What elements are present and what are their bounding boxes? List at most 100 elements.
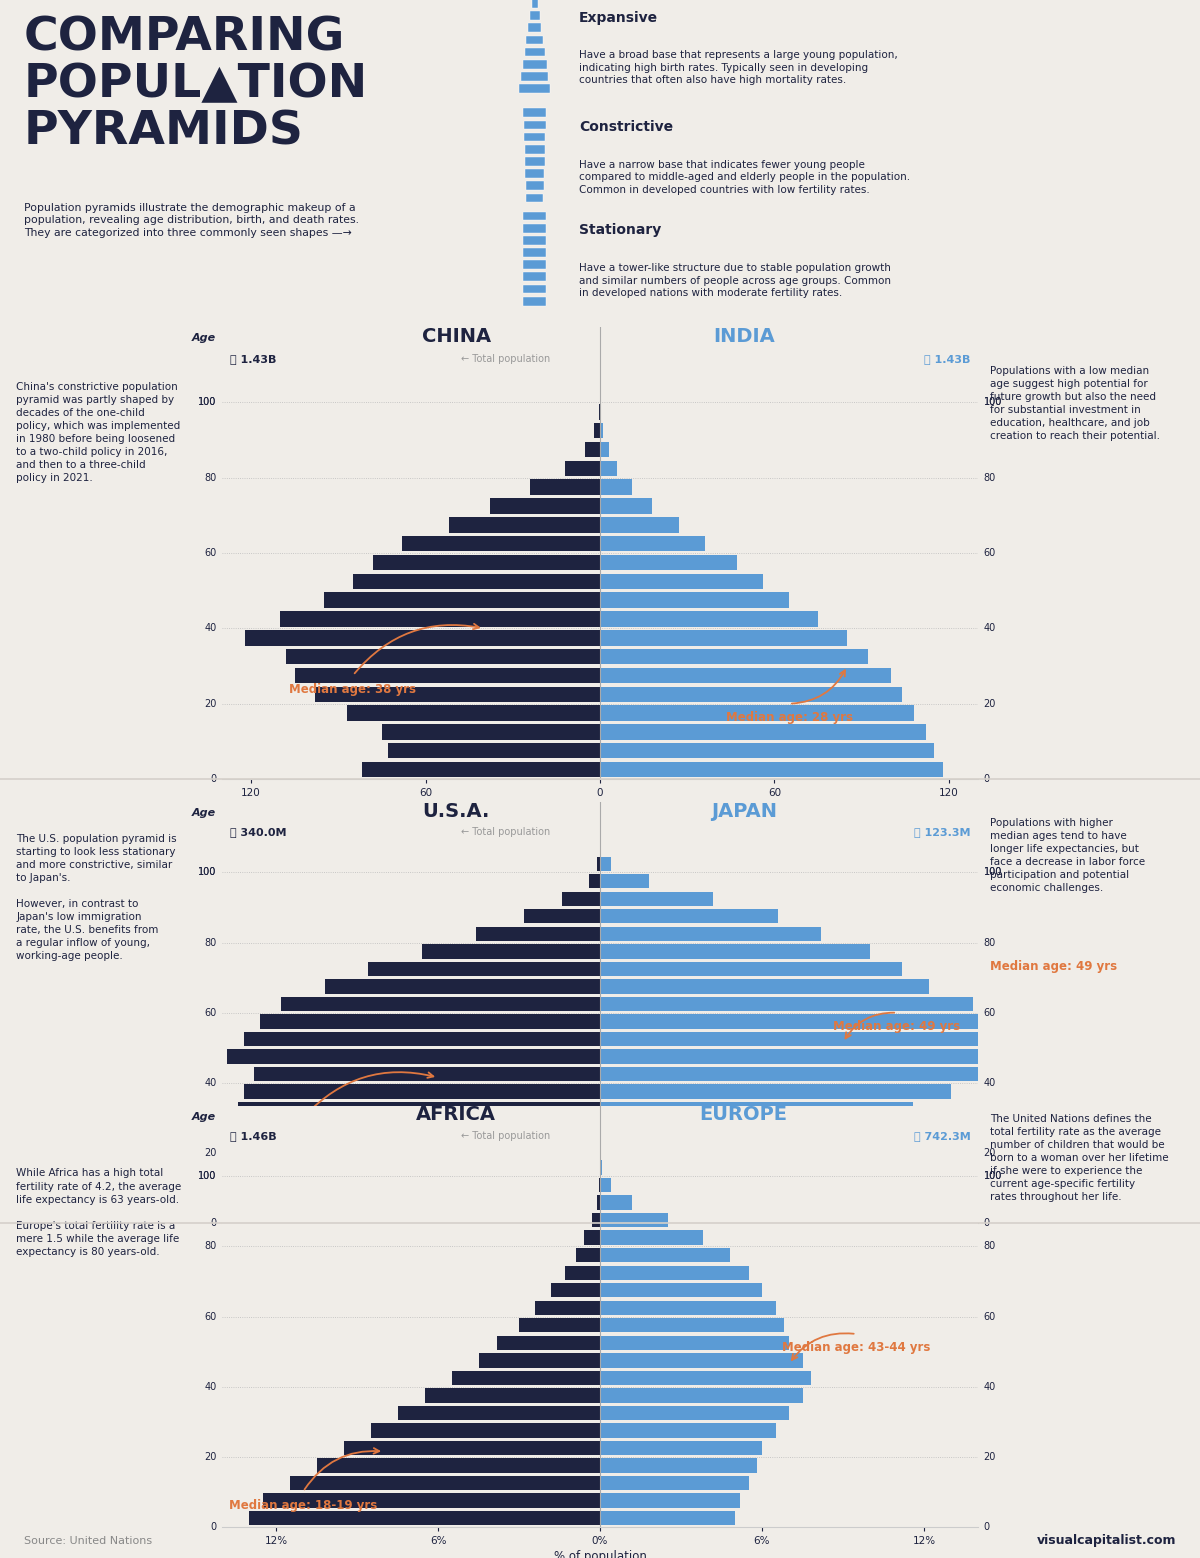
FancyBboxPatch shape <box>524 145 545 154</box>
Text: 100: 100 <box>198 1172 216 1181</box>
Text: Age: Age <box>192 809 216 818</box>
Bar <box>600 1388 803 1402</box>
Text: Populations with higher
median ages tend to have
longer life expectancies, but
f: Populations with higher median ages tend… <box>990 818 1145 893</box>
Bar <box>600 891 713 905</box>
Text: ⓘ 1.46B: ⓘ 1.46B <box>229 1131 276 1140</box>
Bar <box>600 480 632 495</box>
Bar <box>295 668 600 682</box>
Bar <box>600 1014 1010 1028</box>
Text: Populations with a low median
age suggest high potential for
future growth but a: Populations with a low median age sugges… <box>990 366 1160 441</box>
FancyBboxPatch shape <box>523 248 546 257</box>
Text: Median age: 49 yrs: Median age: 49 yrs <box>990 960 1117 972</box>
Text: 20: 20 <box>204 1452 216 1461</box>
Bar <box>600 1161 602 1175</box>
Text: 0: 0 <box>210 1522 216 1532</box>
Bar <box>254 1067 600 1081</box>
Text: INDIA: INDIA <box>713 327 774 346</box>
Text: Expansive: Expansive <box>580 11 659 25</box>
Text: While Africa has a high total
fertility rate of 4.2, the average
life expectancy: While Africa has a high total fertility … <box>17 1168 181 1257</box>
Text: 0: 0 <box>210 774 216 784</box>
Bar <box>373 555 600 570</box>
Text: 40: 40 <box>984 623 996 634</box>
Text: 100: 100 <box>198 1172 216 1181</box>
Text: 60: 60 <box>984 548 996 558</box>
Text: U.S.A.: U.S.A. <box>422 802 490 821</box>
Bar <box>600 1190 805 1204</box>
Bar <box>535 1301 600 1315</box>
Text: 20: 20 <box>984 1452 996 1461</box>
Bar <box>600 424 602 438</box>
Bar <box>361 762 600 777</box>
Bar <box>565 1265 600 1279</box>
Text: Median age: 38 yrs: Median age: 38 yrs <box>289 682 416 696</box>
Bar <box>382 724 600 740</box>
Bar <box>449 517 600 533</box>
FancyBboxPatch shape <box>521 72 548 81</box>
Text: Median age: 43-44 yrs: Median age: 43-44 yrs <box>782 1341 931 1354</box>
Bar <box>402 536 600 552</box>
Bar <box>600 1371 811 1385</box>
Text: 0: 0 <box>984 1218 990 1228</box>
Bar <box>233 1120 600 1134</box>
Bar <box>592 1214 600 1228</box>
Text: ← Total population: ← Total population <box>461 354 550 365</box>
Bar <box>324 592 600 608</box>
FancyBboxPatch shape <box>526 181 544 190</box>
Bar <box>600 1405 790 1419</box>
Text: CHINA: CHINA <box>421 327 491 346</box>
Text: 80: 80 <box>984 472 996 483</box>
FancyBboxPatch shape <box>523 260 546 270</box>
Text: ⓘ 742.3M: ⓘ 742.3M <box>913 1131 971 1140</box>
Bar <box>451 1371 600 1385</box>
FancyBboxPatch shape <box>526 170 544 178</box>
Text: 80: 80 <box>204 938 216 947</box>
Bar <box>600 629 847 645</box>
Bar <box>600 668 890 682</box>
Bar <box>589 874 600 888</box>
Bar <box>600 1354 803 1368</box>
Text: 60: 60 <box>984 1312 996 1321</box>
Bar <box>600 927 821 941</box>
Text: 100: 100 <box>198 868 216 877</box>
Bar <box>600 874 649 888</box>
FancyBboxPatch shape <box>528 23 541 33</box>
Bar <box>583 1231 600 1245</box>
X-axis label: % of population: % of population <box>553 1550 647 1558</box>
Text: 60: 60 <box>204 1008 216 1017</box>
FancyBboxPatch shape <box>523 237 546 245</box>
Bar <box>282 997 600 1011</box>
Bar <box>600 1475 749 1489</box>
Bar <box>565 461 600 477</box>
Bar <box>490 499 600 514</box>
Bar <box>600 706 914 721</box>
Bar <box>520 1318 600 1332</box>
Bar <box>600 611 818 626</box>
Bar <box>600 1067 983 1081</box>
FancyBboxPatch shape <box>523 285 546 293</box>
Bar <box>600 944 870 958</box>
Text: 100: 100 <box>198 868 216 877</box>
Bar <box>600 1248 730 1262</box>
Text: Population pyramids illustrate the demographic makeup of a
population, revealing: Population pyramids illustrate the demog… <box>24 203 359 238</box>
Bar <box>325 980 600 994</box>
Text: 100: 100 <box>984 397 1002 408</box>
Bar <box>245 629 600 645</box>
Text: 40: 40 <box>204 1078 216 1087</box>
Text: 0: 0 <box>210 1218 216 1228</box>
Bar <box>600 1172 811 1186</box>
Text: 80: 80 <box>984 938 996 947</box>
Bar <box>600 555 737 570</box>
FancyBboxPatch shape <box>523 59 547 69</box>
Bar <box>600 592 790 608</box>
Text: JAPAN: JAPAN <box>710 802 776 821</box>
Text: 60: 60 <box>204 548 216 558</box>
Bar <box>260 1014 600 1028</box>
Text: 20: 20 <box>204 698 216 709</box>
Text: Median age: 49 yrs: Median age: 49 yrs <box>834 1020 960 1033</box>
Bar <box>600 1154 838 1168</box>
Bar <box>600 1284 762 1298</box>
Bar <box>600 980 929 994</box>
FancyBboxPatch shape <box>523 298 546 305</box>
Bar <box>600 1511 734 1525</box>
Bar <box>600 536 704 552</box>
